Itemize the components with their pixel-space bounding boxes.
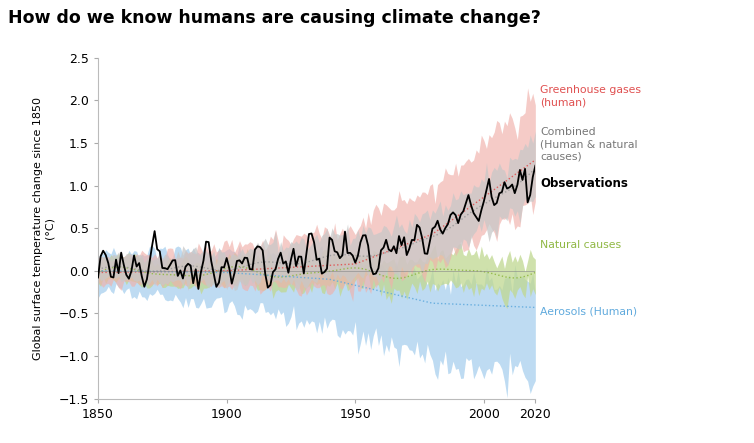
Text: Natural causes: Natural causes <box>541 240 621 250</box>
Text: Greenhouse gases
(human): Greenhouse gases (human) <box>541 85 642 107</box>
Text: Observations: Observations <box>541 177 628 190</box>
Text: Aerosols (Human): Aerosols (Human) <box>541 307 638 317</box>
Text: How do we know humans are causing climate change?: How do we know humans are causing climat… <box>8 9 541 27</box>
Y-axis label: Global surface temperature change since 1850
(°C): Global surface temperature change since … <box>32 97 54 360</box>
Text: Combined
(Human & natural
causes): Combined (Human & natural causes) <box>541 127 638 162</box>
